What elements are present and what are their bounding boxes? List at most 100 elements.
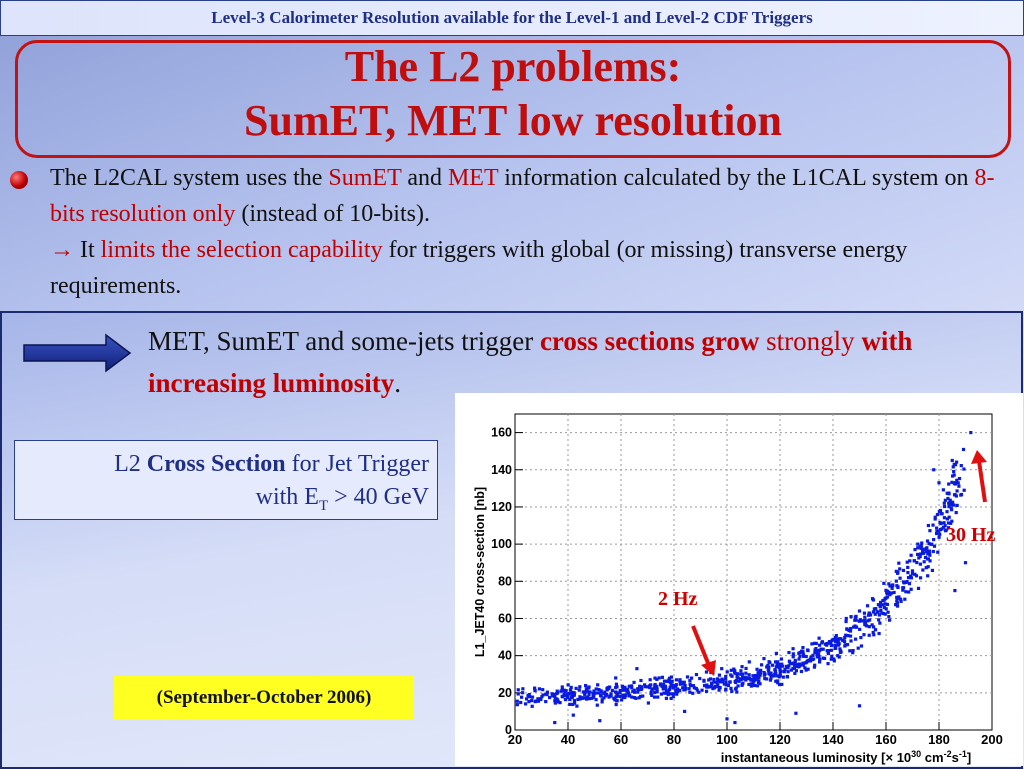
- xsec-jet-trigger: for Jet Trigger: [285, 451, 429, 477]
- data-point: [747, 673, 751, 677]
- data-point: [867, 611, 871, 615]
- bullet-met: MET: [447, 165, 499, 191]
- data-point: [636, 687, 640, 691]
- data-point: [581, 696, 585, 700]
- data-point: [955, 503, 959, 508]
- data-point: [936, 550, 940, 554]
- data-point: [537, 687, 542, 691]
- data-point: [930, 568, 935, 573]
- data-point: [602, 696, 606, 700]
- data-point: [735, 690, 739, 694]
- data-point: [837, 637, 842, 641]
- data-point: [653, 686, 657, 691]
- data-point: [653, 684, 657, 688]
- data-point: [668, 680, 672, 684]
- data-point: [541, 693, 545, 697]
- data-point: [737, 679, 741, 683]
- data-point: [899, 597, 903, 601]
- data-point: [655, 677, 659, 681]
- data-point: [734, 678, 738, 682]
- data-point: [920, 547, 925, 551]
- data-point: [844, 619, 848, 624]
- data-point: [854, 625, 859, 629]
- data-point: [533, 686, 537, 690]
- data-point: [882, 605, 886, 610]
- data-point: [618, 688, 622, 693]
- data-point: [688, 690, 692, 694]
- data-point: [635, 667, 639, 671]
- data-point: [652, 695, 657, 699]
- data-point: [729, 686, 733, 690]
- y-tick-label: 160: [491, 426, 512, 440]
- data-point: [539, 697, 543, 702]
- data-point: [713, 684, 718, 688]
- data-point: [953, 482, 957, 486]
- data-point: [922, 548, 927, 552]
- data-point: [947, 482, 951, 486]
- data-point: [687, 687, 691, 691]
- data-point: [786, 670, 790, 674]
- data-point: [655, 685, 659, 689]
- data-point: [928, 529, 932, 533]
- data-point: [890, 586, 894, 590]
- data-point: [889, 584, 893, 588]
- data-point: [734, 680, 738, 685]
- data-point: [932, 537, 936, 542]
- xsec-with-e: with E: [255, 484, 319, 510]
- data-point: [906, 565, 910, 569]
- data-point: [694, 686, 698, 691]
- data-point: [628, 693, 632, 697]
- data-point: [615, 699, 619, 703]
- data-point: [569, 695, 574, 700]
- data-point: [756, 680, 760, 684]
- data-point: [862, 611, 867, 615]
- block-arrow-icon: [23, 333, 132, 373]
- data-point: [901, 568, 906, 573]
- data-point: [664, 696, 669, 700]
- data-point: [582, 696, 587, 700]
- data-point: [787, 664, 791, 668]
- data-point: [950, 508, 954, 512]
- data-point: [878, 600, 883, 605]
- data-point: [867, 613, 871, 617]
- data-point: [639, 685, 644, 689]
- data-point: [558, 701, 562, 705]
- data-point: [752, 675, 756, 680]
- data-point: [816, 652, 821, 656]
- data-point: [722, 682, 726, 686]
- data-point: [527, 700, 531, 704]
- data-point: [832, 657, 836, 661]
- data-point: [641, 694, 645, 698]
- data-point: [908, 574, 913, 578]
- x-tick-label: 140: [822, 732, 844, 747]
- data-point: [779, 669, 783, 673]
- data-point: [889, 591, 893, 595]
- data-point: [762, 657, 766, 661]
- data-point: [957, 484, 961, 488]
- data-point: [909, 576, 913, 580]
- data-point: [924, 547, 928, 551]
- data-point: [561, 695, 565, 699]
- data-point: [740, 672, 744, 676]
- data-point: [578, 685, 582, 689]
- data-point: [933, 517, 937, 521]
- data-point: [724, 687, 728, 691]
- data-point: [524, 697, 529, 701]
- data-point: [668, 676, 672, 680]
- data-point: [683, 683, 687, 688]
- data-point: [857, 609, 862, 613]
- data-point: [921, 551, 926, 555]
- data-point: [949, 521, 953, 525]
- data-point: [897, 561, 901, 565]
- data-point: [786, 666, 790, 670]
- data-point: [728, 680, 732, 684]
- data-point: [803, 666, 807, 670]
- y-tick-label: 60: [498, 611, 512, 625]
- data-point: [935, 512, 940, 517]
- data-point: [756, 673, 761, 678]
- plot-frame: [514, 413, 993, 731]
- data-point: [608, 694, 612, 698]
- data-point: [741, 675, 745, 679]
- data-point: [550, 692, 554, 696]
- data-point: [732, 667, 736, 671]
